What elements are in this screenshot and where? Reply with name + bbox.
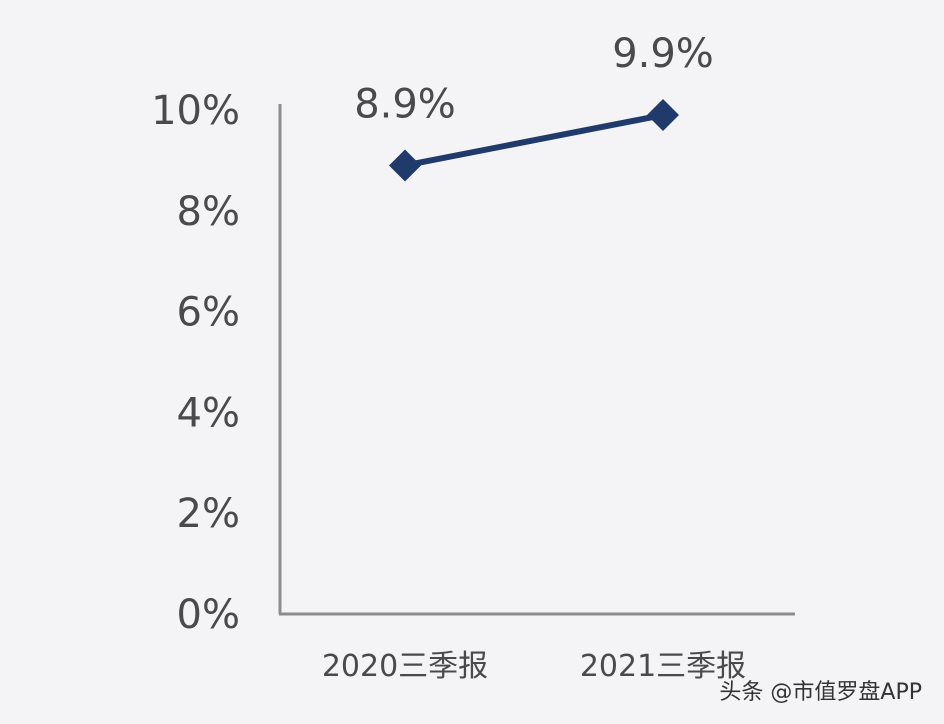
y-tick-label: 10% — [151, 88, 240, 134]
series-line — [402, 112, 666, 169]
data-point-marker — [647, 99, 679, 132]
y-tick-label: 6% — [177, 290, 240, 336]
data-label: 8.9% — [354, 81, 456, 127]
x-axis-ticks: 2020三季报 2021三季报 — [322, 649, 746, 684]
y-axis-ticks: 0% 2% 4% 6% 8% 10% — [151, 88, 240, 638]
x-tick-label: 2020三季报 — [322, 649, 488, 684]
y-tick-label: 8% — [177, 189, 240, 235]
y-tick-label: 0% — [177, 592, 240, 638]
x-tick-label: 2021三季报 — [580, 649, 746, 684]
watermark: 头条 @市值罗盘APP — [719, 680, 922, 705]
y-tick-label: 2% — [177, 491, 240, 537]
data-markers — [389, 99, 679, 182]
y-tick-label: 4% — [177, 390, 240, 436]
data-point-marker — [389, 149, 421, 182]
data-labels: 8.9% 9.9% — [354, 31, 714, 127]
data-label: 9.9% — [612, 31, 714, 77]
